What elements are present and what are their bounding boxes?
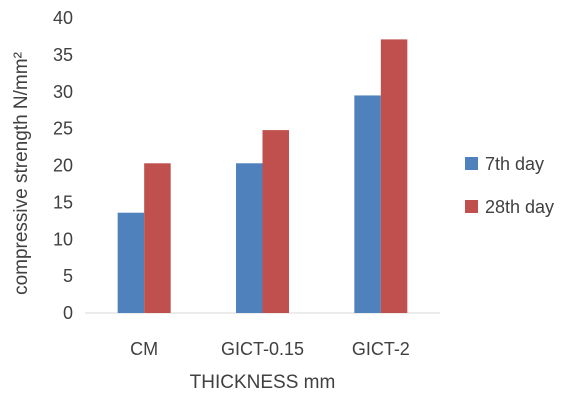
- y-axis-title: compressive strength N/mm²: [11, 52, 32, 295]
- legend: 7th day 28th day: [465, 154, 554, 217]
- bar: [117, 212, 145, 313]
- y-tick-label: 10: [53, 229, 73, 249]
- x-axis-title: THICKNESS mm: [190, 372, 336, 393]
- y-tick-label: 20: [53, 156, 73, 176]
- bar: [144, 163, 171, 313]
- x-tick-label: GICT-0.15: [221, 339, 304, 359]
- x-axis-ticks: CM GICT-0.15 GICT-2: [130, 339, 410, 359]
- y-tick-label: 25: [53, 119, 73, 139]
- bar: [354, 95, 381, 313]
- bar: [236, 163, 263, 313]
- y-tick-label: 5: [63, 266, 73, 286]
- y-tick-label: 0: [63, 303, 73, 323]
- x-tick-label: GICT-2: [352, 339, 410, 359]
- y-tick-label: 35: [53, 45, 73, 65]
- y-tick-label: 15: [53, 192, 73, 212]
- y-axis-ticks: 0 5 10 15 20 25 30 35 40: [53, 8, 73, 323]
- legend-label: 28th day: [485, 197, 554, 217]
- bar: [262, 130, 289, 313]
- bars: [117, 39, 408, 313]
- bar: [380, 39, 408, 313]
- legend-label: 7th day: [485, 154, 544, 174]
- legend-swatch: [465, 200, 478, 213]
- legend-swatch: [465, 157, 478, 170]
- y-tick-label: 30: [53, 82, 73, 102]
- x-tick-label: CM: [130, 339, 158, 359]
- y-tick-label: 40: [53, 8, 73, 28]
